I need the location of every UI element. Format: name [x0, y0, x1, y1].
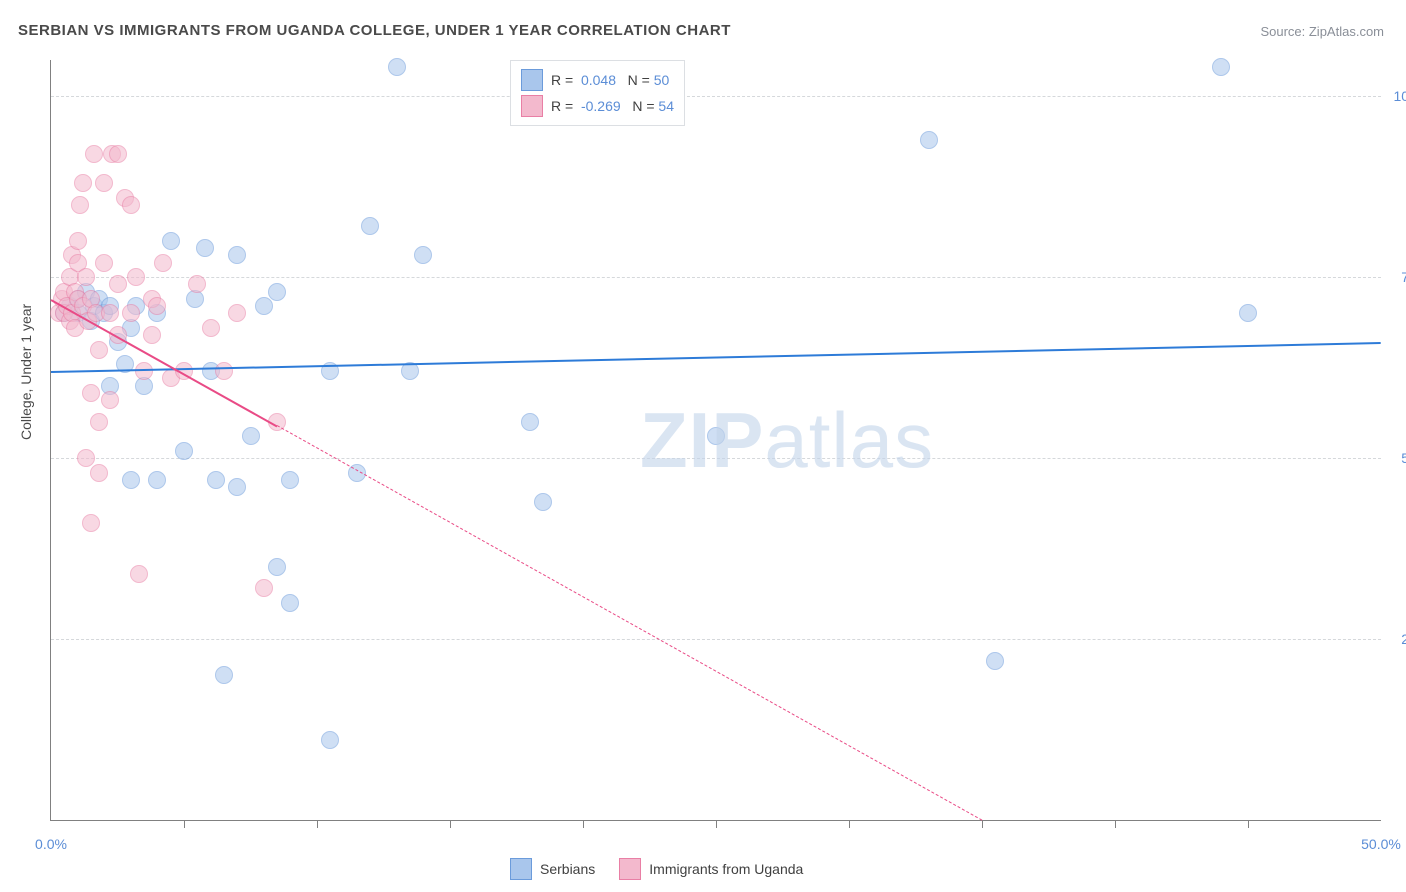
data-point: [361, 217, 379, 235]
data-point: [414, 246, 432, 264]
x-tick-label: 0.0%: [35, 836, 67, 852]
data-point: [135, 362, 153, 380]
data-point: [82, 384, 100, 402]
data-point: [268, 558, 286, 576]
data-point: [95, 254, 113, 272]
legend-label-serbians: Serbians: [540, 861, 595, 877]
data-point: [127, 268, 145, 286]
x-tick: [1115, 820, 1116, 828]
data-point: [143, 326, 161, 344]
data-point: [521, 413, 539, 431]
y-tick-label: 25.0%: [1401, 631, 1406, 647]
data-point: [228, 304, 246, 322]
data-point: [321, 731, 339, 749]
data-point: [242, 427, 260, 445]
trend-line: [51, 342, 1381, 373]
data-point: [101, 304, 119, 322]
legend-stats: R = -0.269 N = 54: [551, 98, 674, 114]
grid-line: [51, 96, 1381, 97]
data-point: [215, 362, 233, 380]
data-point: [90, 413, 108, 431]
legend-row: R = 0.048 N = 50: [521, 67, 674, 93]
swatch-serbians: [510, 858, 532, 880]
data-point: [281, 471, 299, 489]
data-point: [920, 131, 938, 149]
y-tick-label: 50.0%: [1401, 450, 1406, 466]
data-point: [388, 58, 406, 76]
legend-row: R = -0.269 N = 54: [521, 93, 674, 119]
data-point: [215, 666, 233, 684]
data-point: [188, 275, 206, 293]
legend-swatch: [521, 95, 543, 117]
data-point: [109, 275, 127, 293]
grid-line: [51, 277, 1381, 278]
data-point: [154, 254, 172, 272]
data-point: [77, 268, 95, 286]
chart-title: SERBIAN VS IMMIGRANTS FROM UGANDA COLLEG…: [18, 22, 731, 39]
data-point: [255, 579, 273, 597]
x-tick: [317, 820, 318, 828]
legend-item-serbians: Serbians: [510, 858, 595, 880]
data-point: [255, 297, 273, 315]
y-tick-label: 75.0%: [1401, 269, 1406, 285]
legend-swatch: [521, 69, 543, 91]
x-tick: [1248, 820, 1249, 828]
data-point: [122, 196, 140, 214]
y-axis-title: College, Under 1 year: [18, 304, 34, 440]
data-point: [202, 319, 220, 337]
data-point: [95, 174, 113, 192]
legend-item-uganda: Immigrants from Uganda: [619, 858, 803, 880]
data-point: [122, 304, 140, 322]
plot-area: 25.0%50.0%75.0%100.0%0.0%50.0%: [50, 60, 1381, 821]
data-point: [130, 565, 148, 583]
data-point: [207, 471, 225, 489]
data-point: [109, 145, 127, 163]
data-point: [228, 478, 246, 496]
data-point: [175, 442, 193, 460]
trend-line: [277, 425, 982, 820]
data-point: [69, 232, 87, 250]
grid-line: [51, 458, 1381, 459]
data-point: [268, 283, 286, 301]
x-tick: [450, 820, 451, 828]
legend-stats: R = 0.048 N = 50: [551, 72, 669, 88]
x-tick: [982, 820, 983, 828]
data-point: [1212, 58, 1230, 76]
data-point: [82, 514, 100, 532]
data-point: [986, 652, 1004, 670]
grid-line: [51, 639, 1381, 640]
data-point: [74, 174, 92, 192]
x-tick-label: 50.0%: [1361, 836, 1401, 852]
data-point: [196, 239, 214, 257]
data-point: [148, 297, 166, 315]
legend-correlation: R = 0.048 N = 50 R = -0.269 N = 54: [510, 60, 685, 126]
data-point: [707, 427, 725, 445]
x-tick: [849, 820, 850, 828]
x-tick: [184, 820, 185, 828]
data-point: [228, 246, 246, 264]
data-point: [148, 471, 166, 489]
data-point: [77, 449, 95, 467]
legend-label-uganda: Immigrants from Uganda: [649, 861, 803, 877]
data-point: [534, 493, 552, 511]
data-point: [162, 232, 180, 250]
data-point: [85, 145, 103, 163]
legend-series: Serbians Immigrants from Uganda: [510, 858, 803, 880]
data-point: [122, 471, 140, 489]
data-point: [101, 391, 119, 409]
data-point: [90, 341, 108, 359]
data-point: [90, 464, 108, 482]
x-tick: [716, 820, 717, 828]
source-label: Source: ZipAtlas.com: [1260, 24, 1384, 39]
data-point: [71, 196, 89, 214]
data-point: [281, 594, 299, 612]
data-point: [1239, 304, 1257, 322]
y-tick-label: 100.0%: [1394, 88, 1406, 104]
x-tick: [583, 820, 584, 828]
swatch-uganda: [619, 858, 641, 880]
